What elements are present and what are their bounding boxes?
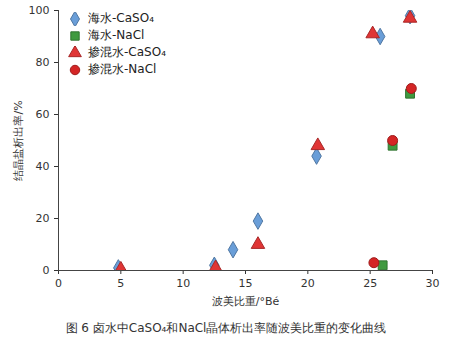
svg-text:10: 10 bbox=[176, 277, 190, 290]
svg-text:30: 30 bbox=[426, 277, 440, 290]
svg-text:0: 0 bbox=[55, 277, 62, 290]
svg-text:25: 25 bbox=[363, 277, 377, 290]
svg-text:20: 20 bbox=[36, 212, 50, 225]
html-text:图 6 卤水中CaSO₄和NaCl晶体析出率随波美比重的变化: 图 6 卤水中CaSO₄和NaCl晶体析出率随波美比重的变化曲线 bbox=[65, 321, 387, 335]
html-text:掺混水-NaCl: 掺混水-NaCl bbox=[88, 62, 157, 76]
svg-text:100: 100 bbox=[29, 4, 50, 17]
svg-text:40: 40 bbox=[36, 160, 50, 173]
svg-text:5: 5 bbox=[117, 277, 124, 290]
svg-text:波美比重/°Bé: 波美比重/°Bé bbox=[212, 295, 280, 308]
html-text:掺混水-CaSO₄: 掺混水-CaSO₄ bbox=[88, 45, 166, 59]
html-text:海水-CaSO₄: 海水-CaSO₄ bbox=[88, 11, 154, 25]
svg-text:20: 20 bbox=[301, 277, 315, 290]
svg-text:结晶盐析出率/%: 结晶盐析出率/% bbox=[12, 100, 25, 180]
svg-text:15: 15 bbox=[239, 277, 253, 290]
svg-text:80: 80 bbox=[36, 56, 50, 69]
html-text:海水-NaCl: 海水-NaCl bbox=[88, 28, 145, 42]
svg-text:0: 0 bbox=[43, 264, 50, 277]
svg-text:60: 60 bbox=[36, 108, 50, 121]
